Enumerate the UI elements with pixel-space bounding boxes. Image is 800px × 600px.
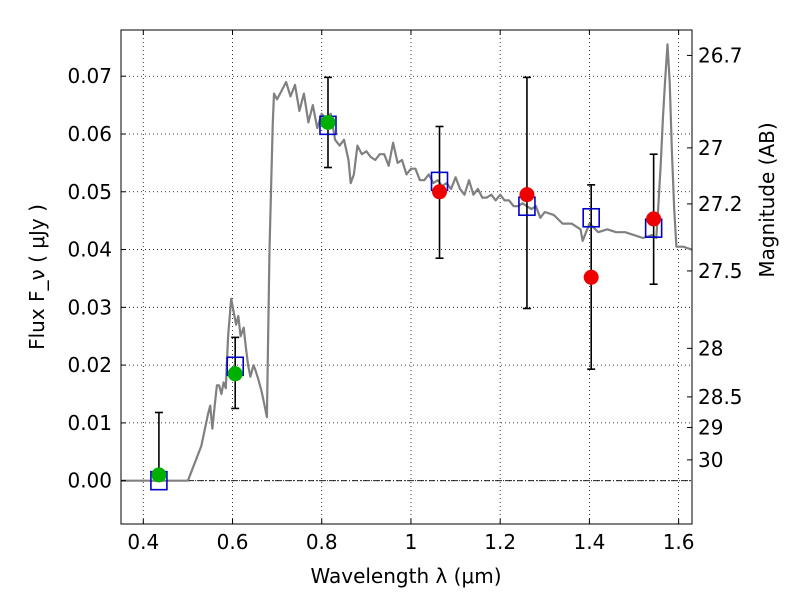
plot-frame	[120, 29, 693, 525]
right-tick-label: 30	[698, 448, 723, 472]
y-tick-label: 0.00	[67, 469, 112, 493]
x-tick-label: 1	[405, 530, 418, 554]
error-bars	[154, 76, 658, 476]
x-tick-label: 0.6	[217, 530, 249, 554]
y-tick-label: 0.05	[67, 180, 112, 204]
right-tick-label: 28	[698, 336, 723, 360]
y-tick-label: 0.04	[67, 238, 112, 262]
right-tick-label: 27.2	[698, 192, 743, 216]
x-tick-label: 1.4	[573, 530, 605, 554]
y-tick-label: 0.02	[67, 353, 112, 377]
right-tick-label: 28.5	[698, 385, 743, 409]
x-tick-label: 1.2	[484, 530, 516, 554]
y-tick-label: 0.03	[67, 295, 112, 319]
right-tick-label: 27	[698, 136, 723, 160]
x-axis-ticks: 0.4 0.6 0.8 1 1.2 1.4 1.6	[127, 30, 695, 554]
y-axis-label: Flux F_ν ( μJy )	[25, 204, 49, 350]
x-tick-label: 0.8	[306, 530, 338, 554]
right-tick-label: 29	[698, 416, 723, 440]
y-tick-label: 0.07	[67, 64, 112, 88]
x-tick-label: 1.6	[663, 530, 695, 554]
observed-flux-point	[519, 187, 535, 203]
observed-flux-point	[227, 366, 243, 382]
model-spectrum	[121, 43, 692, 482]
right-axis-label: Magnitude (AB)	[755, 122, 779, 277]
right-tick-label: 26.7	[698, 43, 743, 67]
x-axis-label: Wavelength λ (μm)	[310, 564, 501, 588]
observed-flux-point	[583, 269, 599, 285]
observed-flux-point	[646, 211, 662, 227]
model-flux-square	[582, 207, 600, 228]
observed-flux-point	[320, 114, 336, 130]
grid-lines	[121, 30, 692, 524]
right-axis-ticks: 26.7 27 27.2 27.5 28 28.5 29 30	[687, 43, 743, 472]
observed-flux-point	[151, 467, 167, 483]
x-tick-label: 0.4	[127, 530, 159, 554]
right-tick-label: 27.5	[698, 259, 743, 283]
spectrum-line	[121, 43, 692, 482]
y-tick-label: 0.06	[67, 122, 112, 146]
observed-flux-point	[432, 184, 448, 200]
y-tick-label: 0.01	[67, 411, 112, 435]
observed-photometry-points	[151, 114, 662, 483]
y-axis-ticks: 0.00 0.01 0.02 0.03 0.04 0.05 0.06 0.07	[67, 64, 126, 493]
